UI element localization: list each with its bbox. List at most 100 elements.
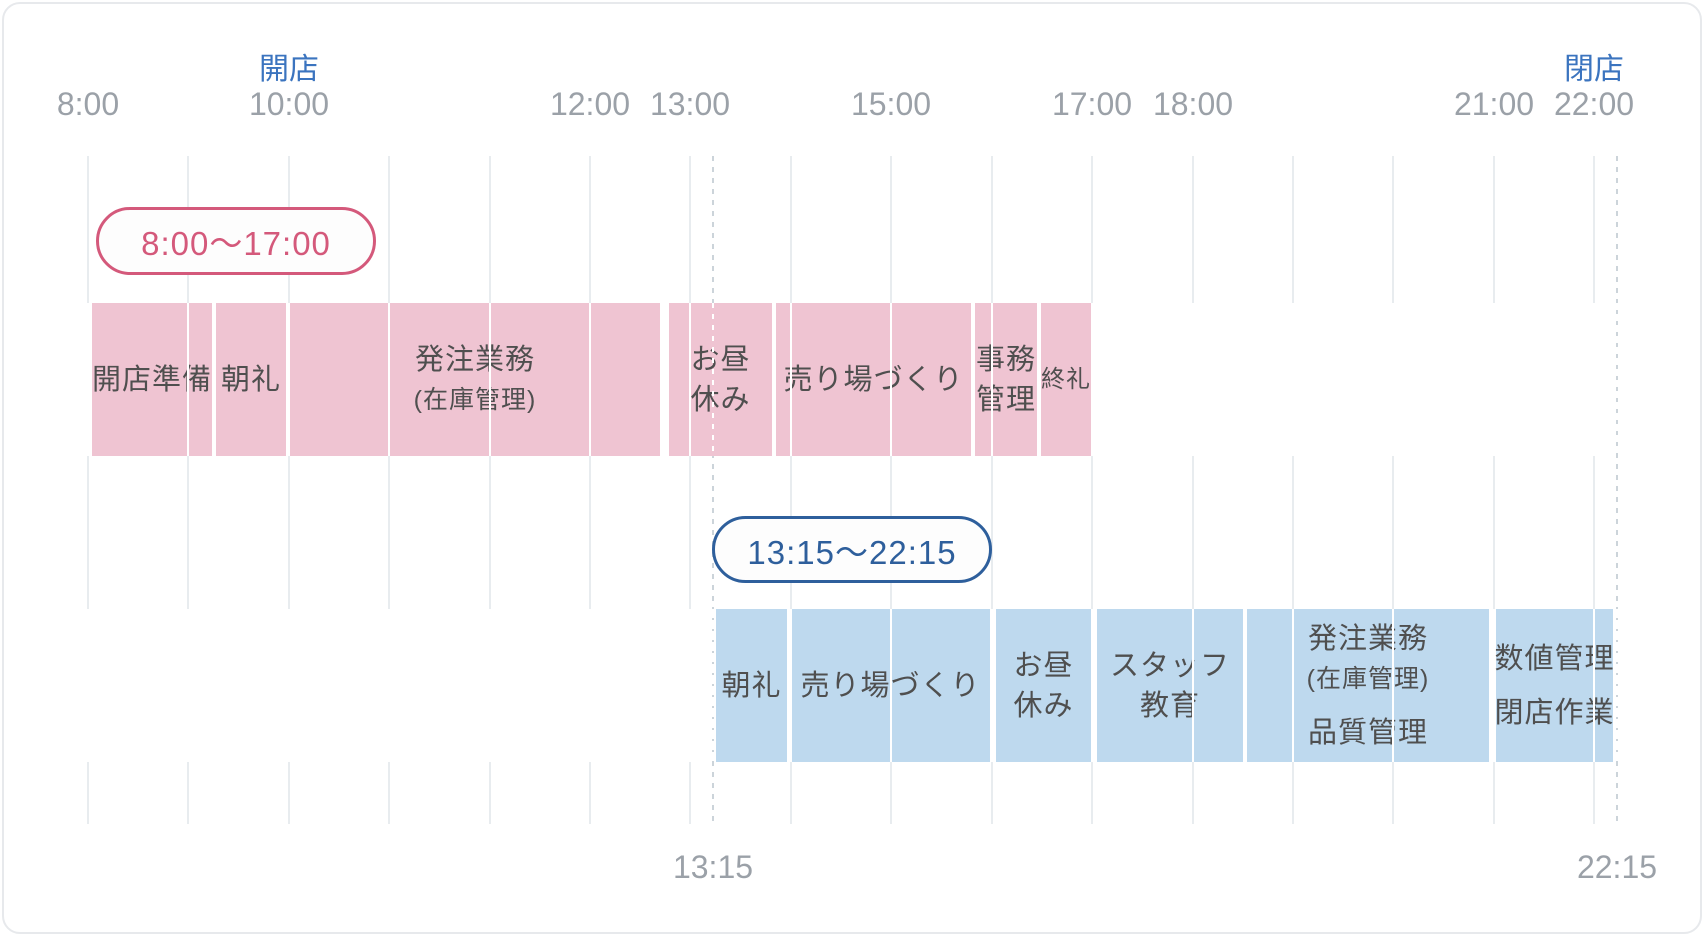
gridline-over-bar-stripe (1192, 609, 1194, 762)
gridline-over-bar-stripe (1091, 303, 1093, 456)
task-label-group: 朝礼 (221, 360, 281, 400)
task-label-line: 事務 (975, 343, 1036, 376)
gridline-over-bar-stripe (790, 609, 792, 762)
gridline-over-bar-stripe (1392, 303, 1394, 456)
gridline-over-bar-stripe (187, 609, 189, 762)
late-shift-task-bar[interactable]: お昼 休み (996, 609, 1091, 762)
hour-gridline (689, 156, 691, 824)
task-label-line: (在庫管理) (413, 385, 537, 414)
task-label-line: 発注業務 (1307, 622, 1428, 655)
gridline-over-bar-stripe (87, 303, 89, 456)
gridline-over-bar-stripe (1593, 303, 1595, 456)
task-label-line: 発注業務 (414, 343, 535, 376)
gridline-over-bar-stripe (489, 303, 491, 456)
close-marker: 閉店 (1564, 53, 1624, 86)
gridline-over-bar-stripe (1593, 609, 1595, 762)
shift-boundary-time-label: 22:15 (1576, 849, 1658, 885)
gridline-over-bar-stripe (288, 303, 290, 456)
gridline-over-bar-stripe (991, 609, 993, 762)
task-label-group: 売り場づくり (800, 666, 980, 706)
task-label-group: 発注業務 (在庫管理) (1307, 619, 1430, 699)
hour-gridline (1091, 156, 1093, 824)
late-shift-task-bar[interactable]: 発注業務 (在庫管理) 品質管理 (1247, 609, 1489, 762)
task-label-line: 休み (690, 383, 751, 416)
task-label-line: 開店準備 (92, 363, 213, 396)
gridline-over-bar-stripe (388, 303, 390, 456)
gridline-over-bar-stripe (87, 609, 89, 762)
hour-gridline (1493, 156, 1495, 824)
task-label-line: 管理 (975, 383, 1036, 416)
gridline-over-bar-stripe (1493, 609, 1495, 762)
late-shift-task-bar[interactable]: スタッフ 教育 (1097, 609, 1243, 762)
hour-gridline (991, 156, 993, 824)
axis-time-label: 18:00 (1152, 86, 1234, 122)
gridline-over-bar-stripe (187, 303, 189, 456)
hour-gridline (790, 156, 792, 824)
late-shift-task-bar[interactable]: 数値管理 閉店作業 (1494, 609, 1615, 762)
task-label-group: 事務 管理 (976, 340, 1036, 420)
late-shift-task-bar[interactable]: 朝礼 (716, 609, 787, 762)
task-label-group: お昼 休み (690, 340, 750, 420)
gridline-over-bar-stripe (589, 609, 591, 762)
hour-gridline (489, 156, 491, 824)
axis-time-label: 8:00 (56, 86, 120, 122)
task-label-group: 品質管理 (1308, 713, 1428, 753)
hour-gridline (1593, 156, 1595, 824)
early-shift-task-bar[interactable]: 発注業務 (在庫管理) (290, 303, 660, 456)
task-label-group: 売り場づくり (783, 360, 963, 400)
task-label-line: 売り場づくり (783, 363, 964, 396)
hour-gridline (1392, 156, 1394, 824)
early-shift-task-bar[interactable]: 売り場づくり (776, 303, 971, 456)
gridline-over-bar-stripe (589, 303, 591, 456)
gridline-over-bar-stripe (1493, 303, 1495, 456)
gridline-over-bar-stripe (1192, 303, 1194, 456)
dashed-over-bar-stripe (712, 303, 714, 456)
open-marker: 開店 (259, 53, 319, 86)
axis-time-label: 17:00 (1051, 86, 1133, 122)
dashed-over-bar-stripe (1616, 303, 1618, 456)
task-label-line: 朝礼 (721, 669, 782, 702)
early-shift-task-bar[interactable]: お昼 休み (669, 303, 772, 456)
gridline-over-bar-stripe (790, 303, 792, 456)
dashed-over-bar-stripe (712, 609, 714, 762)
task-label-line: お昼 (690, 343, 751, 376)
axis-time-label: 15:00 (850, 86, 932, 122)
early-shift-task-bar[interactable]: 終礼 (1041, 303, 1091, 456)
shift-boundary-dashed-line (712, 156, 714, 824)
early-shift-task-bar[interactable]: 朝礼 (216, 303, 286, 456)
early-shift-task-bar[interactable]: 開店準備 (92, 303, 212, 456)
task-label-line: 売り場づくり (800, 669, 981, 702)
task-label-line: 休み (1013, 689, 1074, 722)
dashed-over-bar-stripe (1616, 609, 1618, 762)
hour-gridline (388, 156, 390, 824)
gridline-over-bar-stripe (489, 609, 491, 762)
task-label-group: 終礼 (1041, 360, 1091, 400)
gridline-over-bar-stripe (890, 303, 892, 456)
gridline-over-bar-stripe (388, 609, 390, 762)
early-shift-task-bar[interactable]: 事務 管理 (975, 303, 1037, 456)
early-shift-time-badge[interactable]: 8:00〜17:00 (96, 207, 376, 275)
axis-time-label: 21:00 (1453, 86, 1535, 122)
axis-time-label: 10:00 (248, 86, 330, 122)
task-label-group: お昼 休み (1013, 646, 1073, 726)
hour-gridline (890, 156, 892, 824)
task-label-line: 教育 (1139, 689, 1200, 722)
axis-time-label: 13:00 (649, 86, 731, 122)
gridline-over-bar-stripe (1091, 609, 1093, 762)
hour-gridline (288, 156, 290, 824)
axis-time-label: 22:00 (1553, 86, 1635, 122)
hour-gridline (87, 156, 89, 824)
gridline-over-bar-stripe (890, 609, 892, 762)
task-label-line: (在庫管理) (1306, 664, 1430, 693)
task-label-group: 朝礼 (721, 666, 781, 706)
gridline-over-bar-stripe (288, 609, 290, 762)
shift-boundary-dashed-line (1616, 156, 1618, 824)
hour-gridline (589, 156, 591, 824)
task-label-group: 発注業務 (在庫管理) (414, 340, 537, 420)
axis-time-label: 12:00 (549, 86, 631, 122)
late-shift-time-badge[interactable]: 13:15〜22:15 (712, 516, 992, 583)
shift-boundary-time-label: 13:15 (672, 849, 754, 885)
task-label-line: 品質管理 (1307, 716, 1428, 749)
task-label-group: スタッフ 教育 (1110, 646, 1230, 726)
task-label-line: 数値管理 (1494, 642, 1615, 675)
